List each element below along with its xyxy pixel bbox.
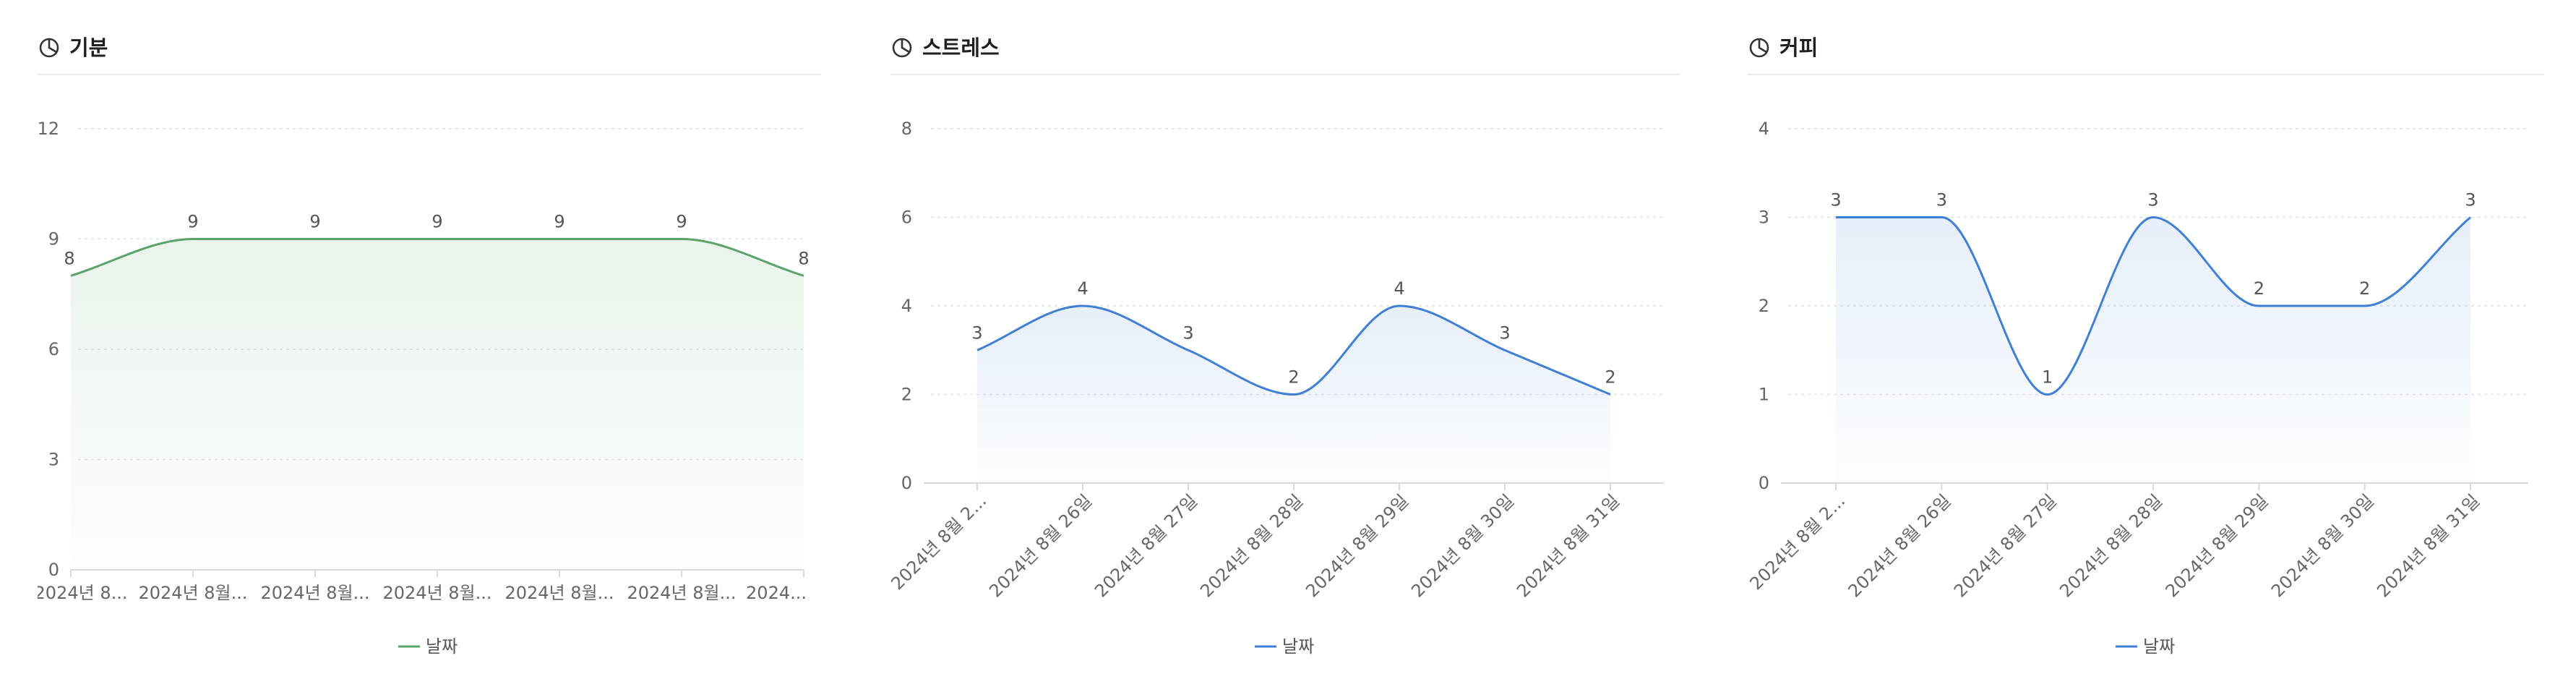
- data-label: 4: [1394, 278, 1404, 299]
- data-label: 9: [432, 212, 442, 232]
- data-label: 8: [798, 248, 809, 268]
- data-label: 9: [187, 212, 198, 232]
- coffee-chart-title: 커피: [1779, 35, 1819, 60]
- x-tick-label: 2024년 8월 28일: [2056, 490, 2166, 601]
- x-tick-label: 2024년 8월 30일: [2267, 490, 2378, 601]
- series-line: [1836, 215, 2471, 396]
- stress-chart-title: 스트레스: [922, 35, 1000, 60]
- y-tick-label: 3: [1759, 208, 1769, 228]
- y-tick-label: 0: [901, 473, 912, 493]
- data-label: 3: [1936, 190, 1947, 210]
- series-line: [70, 237, 804, 277]
- y-tick-label: 8: [901, 119, 912, 139]
- data-label: 8: [64, 248, 74, 268]
- y-tick-label: 0: [1759, 473, 1769, 493]
- mood-panel: 기분 0 3 6 9 12 2024년 8... 2024년 8월... 2024년 8월..…: [38, 0, 821, 700]
- y-tick-label: 9: [48, 229, 59, 249]
- stress-panel: 스트레스 0 2 4 6 8 2024년 8월 2... 2024년 8월 26일 2024년…: [890, 0, 1680, 700]
- data-label: 3: [1499, 323, 1510, 343]
- y-tick-label: 4: [1759, 119, 1769, 139]
- data-label: 2: [2359, 278, 2370, 299]
- y-tick-label: 2: [1759, 296, 1769, 316]
- data-label: 3: [971, 323, 982, 343]
- x-tick-label: 2024년 8월 27일: [1091, 490, 1201, 601]
- mood-panel-header: [38, 29, 821, 75]
- x-tick-label: 2024년 8월...: [260, 583, 369, 603]
- x-tick-label: 2024년 8월...: [627, 583, 736, 603]
- y-tick-label: 3: [48, 450, 59, 470]
- x-tick-label: 2024년 8월 27일: [1950, 490, 2061, 601]
- legend: 날짜: [1255, 636, 1314, 657]
- x-tick-label: 2024년 8월 28일: [1196, 490, 1307, 601]
- series-line: [976, 304, 1611, 396]
- x-tick-label: 2024...: [746, 583, 807, 603]
- y-tick-label: 12: [38, 119, 59, 139]
- series-area: [1836, 217, 2470, 483]
- legend-label: 날짜: [1282, 636, 1314, 657]
- legend-label: 날짜: [426, 636, 458, 657]
- x-tick-label: 2024년 8월...: [138, 583, 247, 603]
- stress-panel-header: [890, 29, 1680, 75]
- x-tick-label: 2024년 8월 30일: [1407, 490, 1518, 601]
- data-label: 2: [1605, 367, 1615, 388]
- pie-chart-icon: [892, 38, 912, 58]
- mood-chart-title: 기분: [69, 35, 108, 60]
- coffee-panel-header: [1748, 29, 2544, 75]
- x-tick-label: 2024년 8월 2...: [890, 490, 990, 594]
- data-label: 9: [554, 212, 564, 232]
- coffee-panel: 커피 0 1 2 3 4 2024년 8월 2... 2024년 8월 26일 2024년 8…: [1748, 0, 2544, 700]
- pie-chart-icon: [1749, 38, 1769, 58]
- x-tick-label: 2024년 8월 31일: [1513, 490, 1623, 601]
- data-label: 9: [309, 212, 320, 232]
- y-tick-label: 1: [1759, 385, 1769, 405]
- data-label: 4: [1077, 278, 1088, 299]
- x-tick-label: 2024년 8...: [38, 583, 127, 603]
- x-tick-label: 2024년 8월 29일: [2162, 490, 2272, 601]
- y-tick-label: 2: [901, 385, 912, 405]
- x-tick-label: 2024년 8월 31일: [2373, 490, 2483, 601]
- x-tick-label: 2024년 8월 2...: [1748, 490, 1849, 594]
- x-tick-label: 2024년 8월...: [382, 583, 491, 603]
- series-area: [71, 239, 804, 570]
- data-label: 3: [1830, 190, 1841, 210]
- legend: 날짜: [2116, 636, 2175, 657]
- data-label: 3: [2147, 190, 2158, 210]
- y-tick-label: 0: [48, 560, 59, 580]
- y-tick-label: 6: [901, 208, 912, 228]
- x-tick-label: 2024년 8월 29일: [1302, 490, 1412, 601]
- y-tick-label: 4: [901, 296, 912, 316]
- data-label: 1: [2042, 367, 2053, 388]
- x-tick-label: 2024년 8월 26일: [1845, 490, 1955, 601]
- legend-label: 날짜: [2143, 636, 2175, 657]
- data-label: 3: [1182, 323, 1193, 343]
- data-label: 9: [676, 212, 687, 232]
- legend: 날짜: [398, 636, 458, 657]
- data-label: 2: [2254, 278, 2264, 299]
- x-tick-label: 2024년 8월 26일: [985, 490, 1096, 601]
- y-tick-label: 6: [48, 339, 59, 359]
- data-label: 3: [2465, 190, 2476, 210]
- data-label: 2: [1288, 367, 1299, 388]
- x-tick-label: 2024년 8월...: [505, 583, 614, 603]
- mood-chart: 0 3 6 9 12 2024년 8... 2024년 8월... 2024년 8월... 20…: [38, 119, 810, 657]
- pie-chart-icon: [39, 38, 59, 58]
